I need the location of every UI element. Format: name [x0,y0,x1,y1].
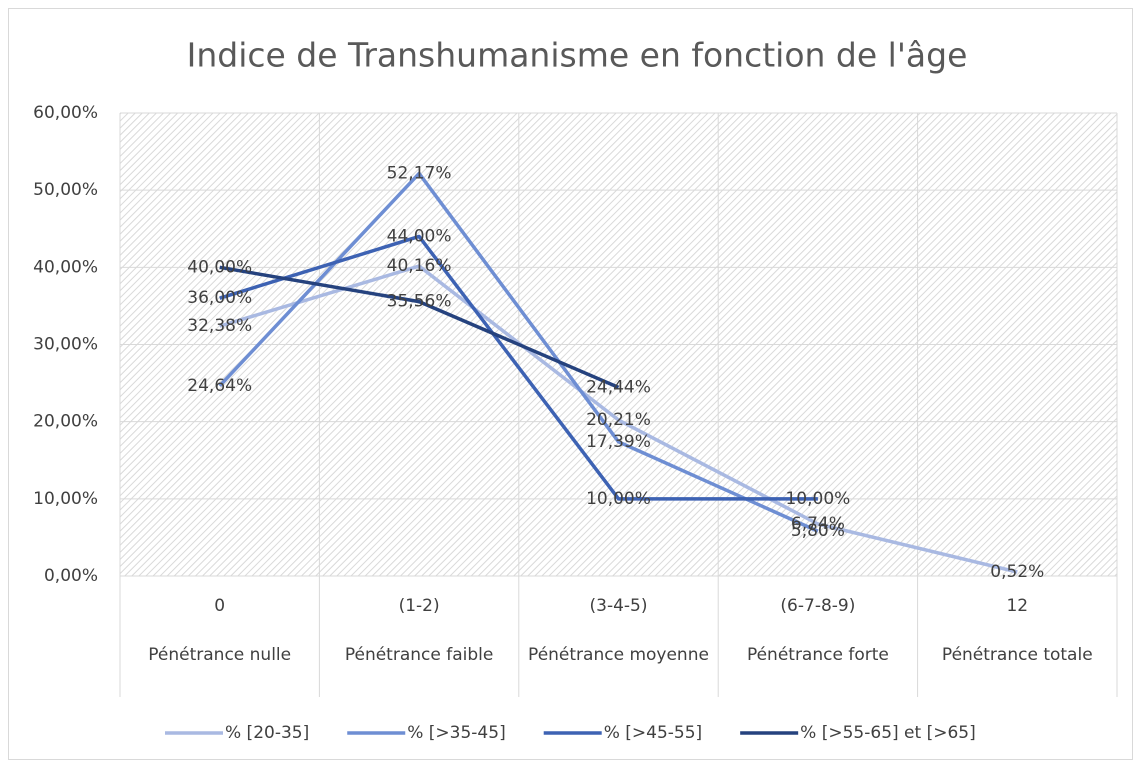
data-label: 40,00% [187,257,252,277]
x-tick-label: (6-7-8-9) [780,596,855,616]
data-label: 36,00% [187,288,252,308]
legend-label: % [>35-45] [407,723,505,743]
x-group-label: Pénétrance totale [942,645,1093,665]
series-line [219,264,1018,574]
y-tick-label: 0,00% [44,566,98,586]
chart-title: Indice de Transhumanisme en fonction de … [187,36,968,75]
series-line [219,234,818,501]
y-tick-label: 40,00% [33,257,98,277]
data-label: 24,64% [187,376,252,396]
y-tick-label: 50,00% [33,180,98,200]
data-label: 35,56% [387,292,452,312]
legend-label: % [20-35] [225,723,309,743]
data-label: 6,74% [791,514,845,534]
y-tick-label: 60,00% [33,103,98,123]
x-group-label: Pénétrance nulle [148,645,291,665]
legend-label: % [>55-65] et [>65] [800,723,976,743]
data-label: 0,52% [990,562,1044,582]
data-label: 17,39% [586,432,651,452]
data-label: 24,44% [586,377,651,397]
x-group-label: Pénétrance faible [345,645,494,665]
x-group-label: Pénétrance forte [747,645,889,665]
data-label: 40,16% [387,256,452,276]
x-tick-label: (3-4-5) [590,596,648,616]
y-tick-label: 20,00% [33,412,98,432]
data-label: 5,80% [791,521,845,541]
data-label: 32,38% [187,316,252,336]
series-line [218,171,819,533]
x-tick-label: 0 [214,596,225,616]
data-label: 20,21% [586,410,651,430]
data-label: 52,17% [387,163,452,183]
legend-label: % [>45-55] [604,723,702,743]
x-group-label: Pénétrance moyenne [528,645,709,665]
y-tick-label: 30,00% [33,335,98,355]
series-line [219,265,620,390]
data-label: 44,00% [387,226,452,246]
data-label: 10,00% [785,489,850,509]
data-label: 10,00% [586,489,651,509]
x-tick-label: (1-2) [399,596,440,616]
y-tick-label: 10,00% [33,489,98,509]
x-tick-label: 12 [1006,596,1028,616]
